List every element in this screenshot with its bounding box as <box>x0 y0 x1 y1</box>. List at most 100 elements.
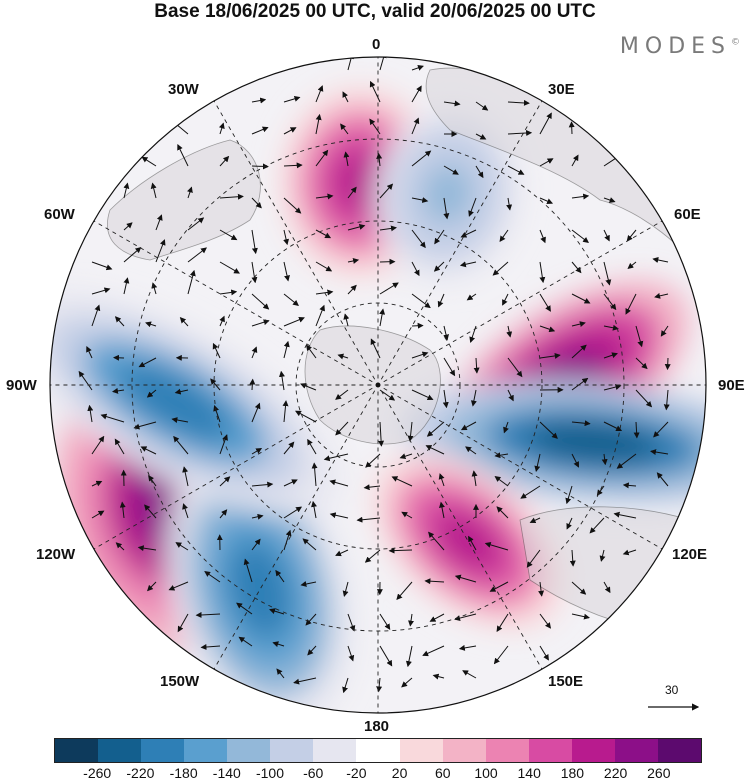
lon-label-60w: 60W <box>44 206 75 223</box>
wind-vector <box>520 485 541 499</box>
wind-vector <box>363 484 381 491</box>
colorbar-cell-12 <box>571 739 615 762</box>
wind-vector <box>173 435 189 455</box>
latitude-circle-70 <box>213 220 543 550</box>
reference-vector-label: 30 <box>665 683 679 697</box>
colorbar-tick-label: -140 <box>212 765 241 781</box>
lon-label-30w: 30W <box>168 81 199 98</box>
wind-vector <box>468 535 477 551</box>
wind-vector <box>342 677 349 694</box>
wind-vector <box>571 453 579 468</box>
colorbar-cell-5 <box>270 739 314 762</box>
wind-vector <box>475 133 487 140</box>
wind-vector <box>401 511 413 519</box>
wind-vector <box>376 677 383 693</box>
wind-vector <box>249 378 256 391</box>
wind-vector <box>442 389 449 409</box>
wind-vector <box>329 479 349 487</box>
wind-vector <box>347 186 357 199</box>
wind-vector <box>311 462 318 487</box>
wind-vector <box>315 149 329 167</box>
wind-vector <box>429 613 445 622</box>
map-border <box>49 56 707 714</box>
lon-label-120w: 120W <box>36 546 76 563</box>
wind-vector <box>141 156 157 167</box>
wind-vector <box>411 197 429 203</box>
wind-vector <box>652 257 669 263</box>
wind-vector <box>133 421 157 430</box>
wind-vector <box>566 517 573 530</box>
wind-vector <box>408 613 414 627</box>
wind-vector <box>251 346 258 359</box>
colorbar-tick-label: 100 <box>474 765 498 781</box>
wind-vector <box>494 476 509 487</box>
wind-vector <box>633 421 640 439</box>
wind-vector <box>86 345 93 359</box>
wind-vector <box>177 143 189 167</box>
wind-vector <box>91 480 103 487</box>
wind-vector <box>315 85 324 103</box>
wind-vector <box>466 293 477 301</box>
wind-vector <box>539 229 546 244</box>
wind-vector <box>278 370 285 391</box>
wind-vector <box>283 340 290 359</box>
wind-vector <box>337 353 349 360</box>
wind-vector <box>664 357 671 371</box>
wind-vector <box>219 476 231 487</box>
wind-vector <box>251 481 274 488</box>
wind-vector <box>507 357 523 378</box>
wind-vector <box>251 513 264 520</box>
wind-vector <box>378 421 385 447</box>
wind-vector <box>219 229 238 241</box>
wind-vector <box>539 112 552 135</box>
wind-vector <box>114 438 125 455</box>
wind-vector <box>251 261 258 284</box>
wind-vector <box>571 613 590 620</box>
wind-vector <box>219 193 244 200</box>
wind-vector <box>484 541 509 551</box>
wind-vector <box>219 315 225 327</box>
map-title: Base 18/06/2025 00 UTC, valid 20/06/2025… <box>154 1 596 22</box>
wind-vector <box>625 293 637 315</box>
wind-vector <box>219 434 228 455</box>
wind-vector <box>302 538 317 551</box>
colorbar-cell-4 <box>227 739 271 762</box>
wind-vector <box>210 378 221 391</box>
wind-vector <box>405 645 413 668</box>
wind-vector <box>471 470 478 487</box>
wind-vector <box>114 316 125 327</box>
wind-vector <box>269 608 285 615</box>
wind-vector <box>539 158 554 167</box>
wind-vector <box>601 453 608 466</box>
wind-vector <box>426 421 445 437</box>
wind-vector <box>144 504 157 519</box>
wind-vector <box>311 500 317 519</box>
wind-vector <box>293 677 317 685</box>
wind-vector <box>272 641 285 648</box>
wind-vector <box>603 324 619 331</box>
lon-label-120e: 120E <box>672 546 708 563</box>
wind-vector <box>475 165 484 179</box>
wind-vector <box>538 581 545 597</box>
wind-vector <box>422 645 445 657</box>
wind-vector <box>571 293 591 304</box>
meridian-line <box>383 387 663 550</box>
colorbar-tick-label: 140 <box>517 765 541 781</box>
wind-vector <box>251 319 270 327</box>
wind-vector <box>492 261 509 276</box>
wind-vector <box>91 304 101 327</box>
wind-vector <box>315 229 332 239</box>
wind-vector <box>507 99 530 106</box>
meridian-line <box>213 390 376 670</box>
wind-vector <box>589 517 605 534</box>
wind-vector <box>376 152 383 167</box>
wind-vector <box>212 342 221 359</box>
wind-vector <box>526 549 541 568</box>
wind-vector <box>78 370 93 391</box>
colorbar-cell-11 <box>528 739 572 762</box>
wind-vector <box>506 325 513 338</box>
wind-vector <box>653 421 669 438</box>
meridian-line <box>380 100 543 380</box>
colorbar-tick-label: 60 <box>435 765 451 781</box>
wind-vector <box>571 581 587 595</box>
